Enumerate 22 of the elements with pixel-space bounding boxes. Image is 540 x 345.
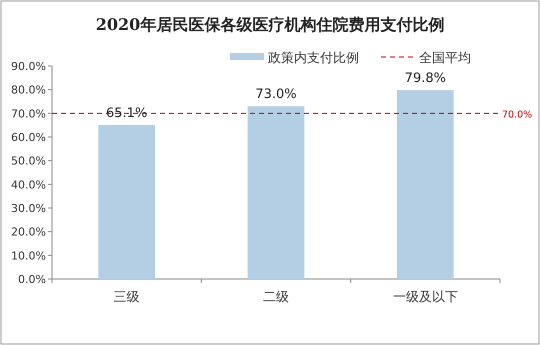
- y-tick-label: 40.0%: [11, 178, 46, 192]
- x-tick-label: 三级: [114, 290, 140, 305]
- y-tick-label: 10.0%: [11, 249, 46, 262]
- y-tick-label: 90.0%: [11, 60, 46, 73]
- y-tick-label: 60.0%: [11, 131, 46, 144]
- x-tick-label: 二级: [263, 290, 289, 305]
- bar: [396, 90, 454, 279]
- y-tick-label: 30.0%: [11, 202, 46, 215]
- text: 70.0%: [502, 109, 532, 120]
- y-tick-label: 50.0%: [11, 154, 46, 168]
- data-label: 73.0%: [255, 87, 297, 102]
- y-tick-label: 0.0%: [18, 273, 46, 286]
- data-label: 79.8%: [404, 71, 446, 86]
- bar: [98, 124, 156, 279]
- x-tick-label: 一级及以下: [392, 290, 458, 305]
- bar: [248, 106, 304, 279]
- chart-title: 2020年居民医保各级医疗机构住院费用支付比例: [96, 15, 444, 34]
- y-tick-label: 80.0%: [11, 84, 46, 97]
- y-tick-label: 20.0%: [11, 226, 46, 239]
- legend-label: 全国平均: [419, 51, 471, 66]
- y-tick-label: 70.0%: [11, 107, 46, 120]
- legend-label: 政策内支付比例: [268, 51, 359, 66]
